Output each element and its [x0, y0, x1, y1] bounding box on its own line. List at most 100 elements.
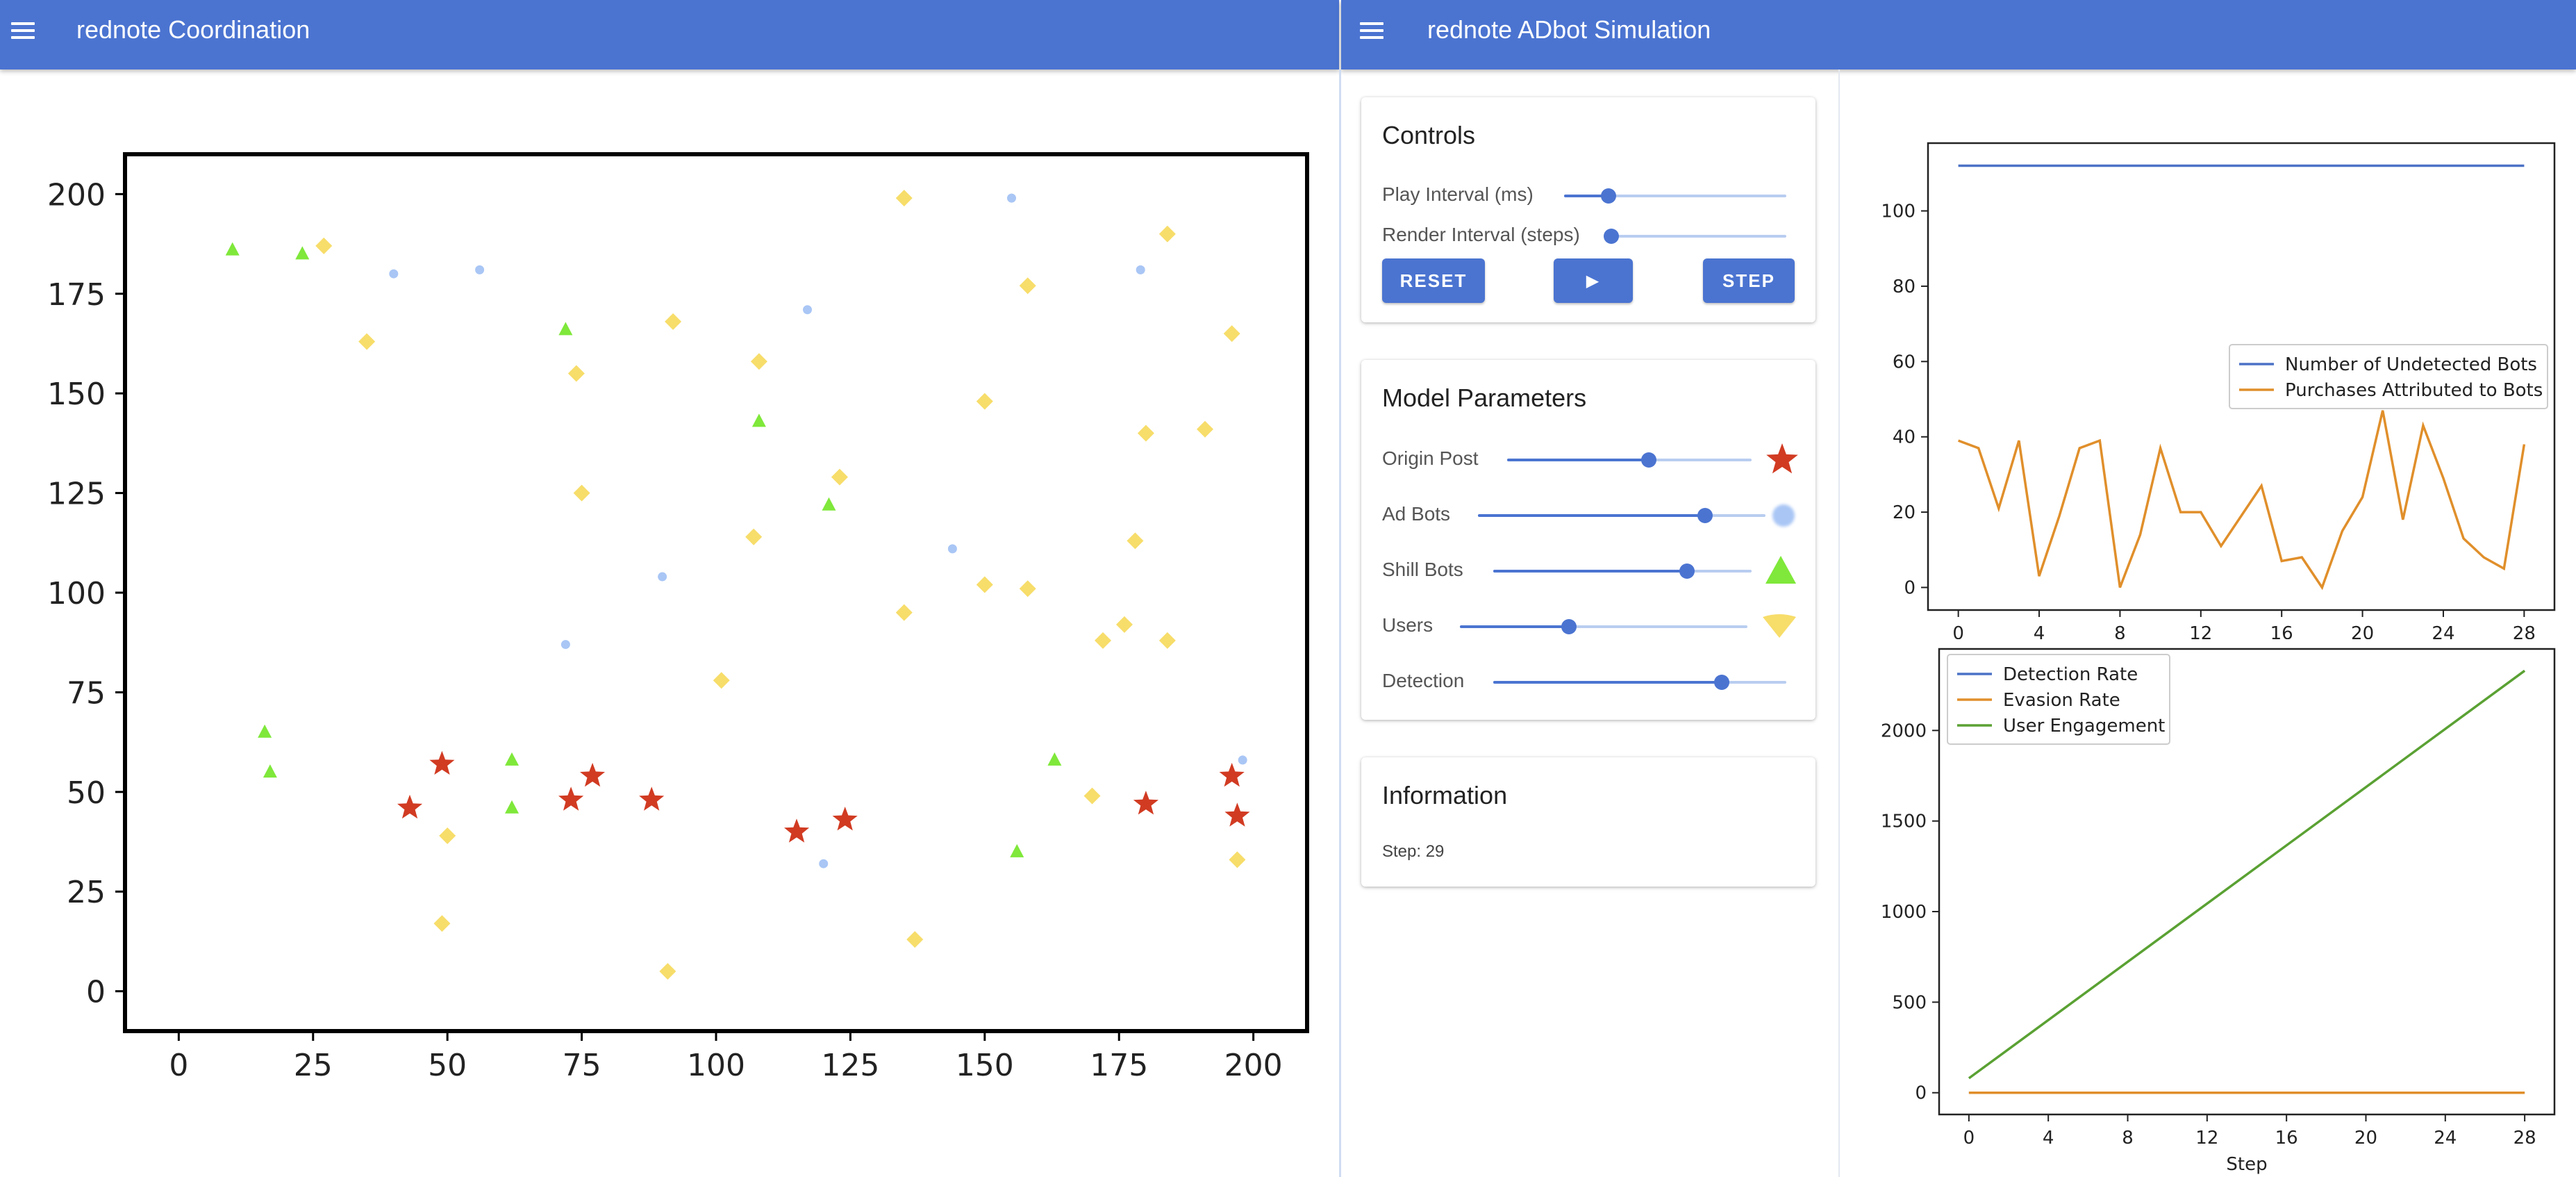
x-tick-label: 100 — [687, 1048, 745, 1083]
left-menu-icon[interactable] — [11, 22, 35, 39]
ad-bots-slider[interactable] — [1478, 505, 1765, 526]
y-tick-label: 0 — [1904, 577, 1916, 598]
user-marker — [1137, 425, 1154, 442]
slider-fill — [1493, 681, 1722, 684]
users-slider[interactable] — [1460, 616, 1747, 637]
legend-label: Detection Rate — [2003, 664, 2138, 685]
x-tick-label: 175 — [1090, 1048, 1148, 1083]
panel-divider — [1838, 69, 1840, 1177]
origin-post-marker — [1219, 762, 1245, 787]
slider-thumb[interactable] — [1604, 229, 1619, 244]
ad-bot-marker — [819, 859, 829, 869]
ad-bot-marker — [389, 269, 399, 279]
controls-card: Controls Play Interval (ms) Render Inter… — [1361, 97, 1815, 322]
play-interval-label: Play Interval (ms) — [1382, 183, 1534, 205]
x-tick-label: 4 — [2034, 623, 2045, 639]
y-tick-label: 1000 — [1881, 902, 1927, 923]
model-parameters-card: Model Parameters Origin Post Ad Bots Shi… — [1361, 360, 1815, 720]
user-marker — [433, 915, 451, 932]
shill-bot-marker — [505, 752, 520, 766]
ad-bots-label: Ad Bots — [1382, 503, 1451, 525]
reset-button[interactable]: RESET — [1382, 258, 1485, 303]
slider-thumb[interactable] — [1714, 675, 1730, 690]
origin-post-marker — [639, 787, 665, 811]
y-tick-label: 50 — [67, 775, 106, 811]
shill-bot-marker — [1047, 752, 1062, 766]
origin-post-marker — [580, 762, 606, 787]
user-marker — [1115, 616, 1133, 633]
slider-thumb[interactable] — [1561, 619, 1577, 634]
yellow-diamond-icon — [1763, 614, 1796, 638]
user-marker — [573, 484, 590, 502]
green-triangle-icon — [1765, 556, 1796, 584]
shill-bot-marker — [295, 246, 310, 260]
user-marker — [831, 468, 848, 486]
origin-post-slider[interactable] — [1507, 450, 1752, 470]
slider-thumb[interactable] — [1641, 452, 1657, 468]
series-line — [1957, 410, 2526, 591]
slider-track — [1460, 625, 1747, 628]
right-app-bar: rednote ADbot Simulation — [1341, 0, 2576, 69]
detection-slider[interactable] — [1493, 672, 1786, 693]
user-marker — [976, 576, 993, 593]
origin-post-marker — [832, 807, 858, 831]
step-button[interactable]: STEP — [1703, 258, 1795, 303]
right-menu-icon[interactable] — [1360, 22, 1383, 39]
user-marker — [1158, 225, 1176, 242]
ad-bot-marker — [1136, 265, 1145, 274]
legend-label: User Engagement — [2003, 716, 2165, 736]
play-interval-slider[interactable] — [1564, 186, 1786, 206]
shill-bot-marker — [822, 497, 836, 511]
slider-track — [1611, 235, 1786, 238]
x-tick-label: 24 — [2434, 1128, 2457, 1149]
origin-post-marker — [397, 794, 423, 819]
legend-label: Number of Undetected Bots — [2285, 354, 2537, 375]
shill-bots-slider[interactable] — [1493, 561, 1752, 582]
step-counter: Step: 29 — [1382, 842, 1445, 861]
ad-bot-marker — [1007, 193, 1016, 203]
series-line — [1968, 669, 2526, 1080]
y-tick-label: 80 — [1893, 277, 1916, 297]
x-tick-label: 75 — [563, 1048, 601, 1083]
agent-scatter-plot: 0 25 50 75 100 125 150 175 200 0 25 50 75 100 125 150 17… — [47, 152, 1309, 1083]
x-tick-label: 0 — [1963, 1128, 1975, 1149]
shill-bot-marker — [558, 322, 573, 336]
x-tick-label: 4 — [2043, 1128, 2054, 1149]
y-tick-label: 200 — [47, 177, 106, 213]
user-marker — [976, 393, 993, 410]
left-app-bar: rednote Coordination — [0, 0, 1339, 69]
play-button[interactable]: ▶ — [1554, 258, 1633, 303]
ad-bot-marker — [560, 640, 570, 650]
slider-thumb[interactable] — [1697, 508, 1713, 523]
user-marker — [750, 353, 767, 370]
shill-bot-marker — [225, 242, 240, 256]
shill-bot-marker — [751, 413, 766, 427]
slider-fill — [1507, 459, 1650, 461]
slider-thumb[interactable] — [1679, 563, 1695, 579]
origin-post-marker — [1133, 791, 1158, 815]
x-tick-label: 24 — [2432, 623, 2454, 639]
origin-post-marker — [429, 750, 455, 775]
plot-frame — [123, 152, 1309, 1033]
y-tick-label: 0 — [86, 975, 106, 1010]
x-tick-label: 150 — [956, 1048, 1014, 1083]
shill-bot-marker — [258, 724, 272, 738]
y-tick-label: 100 — [47, 576, 106, 611]
y-tick-label: 125 — [47, 477, 106, 512]
ad-bot-marker — [475, 265, 485, 274]
ad-bot-marker — [658, 572, 667, 582]
shill-bot-marker — [1010, 843, 1024, 857]
user-marker — [1158, 632, 1176, 649]
y-tick-label: 60 — [1893, 352, 1916, 372]
x-tick-label: 125 — [821, 1048, 879, 1083]
y-tick-label: 150 — [47, 377, 106, 412]
slider-thumb[interactable] — [1601, 188, 1616, 204]
y-tick-label: 2000 — [1881, 721, 1927, 741]
y-tick-label: 40 — [1893, 427, 1916, 448]
y-tick-label: 100 — [1881, 201, 1916, 222]
left-app-title: rednote Coordination — [76, 15, 310, 44]
y-tick-label: 1500 — [1881, 812, 1927, 832]
render-interval-slider[interactable] — [1604, 226, 1786, 247]
user-marker — [1095, 632, 1112, 649]
user-marker — [659, 962, 676, 980]
